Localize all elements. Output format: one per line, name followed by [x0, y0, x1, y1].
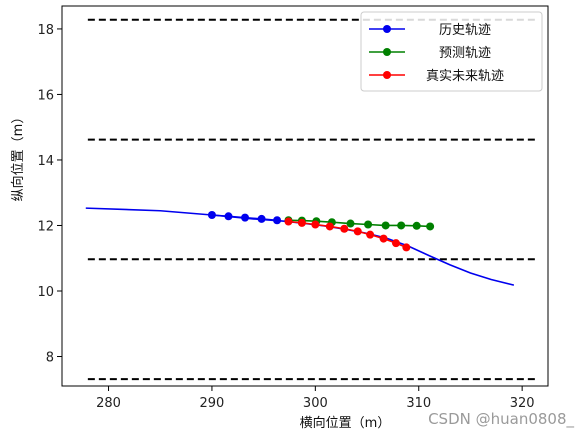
series-1-point-2	[224, 212, 233, 221]
x-tick-label-290: 290	[200, 396, 225, 411]
legend-marker-2	[383, 48, 391, 56]
series-2-point-8	[397, 221, 406, 230]
x-tick-label-280: 280	[96, 396, 121, 411]
series-3-point-8	[379, 234, 388, 243]
series-3-point-10	[402, 243, 411, 252]
series-1-point-3	[241, 213, 250, 222]
legend-marker-3	[383, 71, 391, 79]
series-line-3	[288, 220, 407, 249]
series-3-point-6	[353, 227, 362, 236]
series-2-point-10	[426, 222, 435, 231]
series-2-point-7	[381, 221, 390, 230]
legend-box	[360, 11, 543, 92]
plot-area	[85, 18, 538, 381]
x-tick-label-320: 320	[510, 396, 535, 411]
axes: 280 290 300 310 320 8 10 12 14 16 18 横向位置（m） 纵向位置（m）	[10, 5, 549, 431]
series-3-point-9	[391, 239, 400, 248]
series-2-point-9	[412, 221, 421, 230]
series-3-point-1	[284, 217, 293, 226]
series-1-point-4	[257, 214, 266, 223]
series-3-point-4	[325, 222, 334, 231]
series-3-point-7	[366, 230, 375, 239]
axes-frame	[61, 5, 549, 387]
legend-label-3: 真实未来轨迹	[426, 69, 504, 84]
legend-marker-1	[383, 25, 391, 33]
legend-label-1: 历史轨迹	[439, 23, 491, 38]
series-2-point-5	[346, 219, 355, 228]
series-1-point-1	[207, 211, 216, 219]
series-line-2	[288, 219, 431, 228]
y-tick-label-10: 10	[37, 285, 54, 300]
y-tick-label-18: 18	[37, 23, 54, 38]
series-3-point-3	[311, 220, 320, 229]
y-tick-label-12: 12	[37, 219, 54, 234]
series-3-point-5	[340, 224, 349, 233]
y-tick-label-16: 16	[37, 88, 54, 103]
y-axis-label: 纵向位置（m）	[10, 111, 26, 202]
y-tick-label-8: 8	[46, 351, 54, 366]
x-tick-label-310: 310	[406, 396, 431, 411]
series-1-point-5	[273, 216, 282, 225]
series-2-point-6	[364, 220, 373, 229]
watermark-text: CSDN @huan0808_	[428, 410, 574, 428]
x-tick-label-300: 300	[303, 396, 328, 411]
x-axis-label: 横向位置（m）	[300, 415, 391, 431]
legend-label-2: 预测轨迹	[439, 46, 491, 61]
y-tick-label-14: 14	[37, 154, 54, 169]
series-3-point-2	[297, 218, 306, 227]
